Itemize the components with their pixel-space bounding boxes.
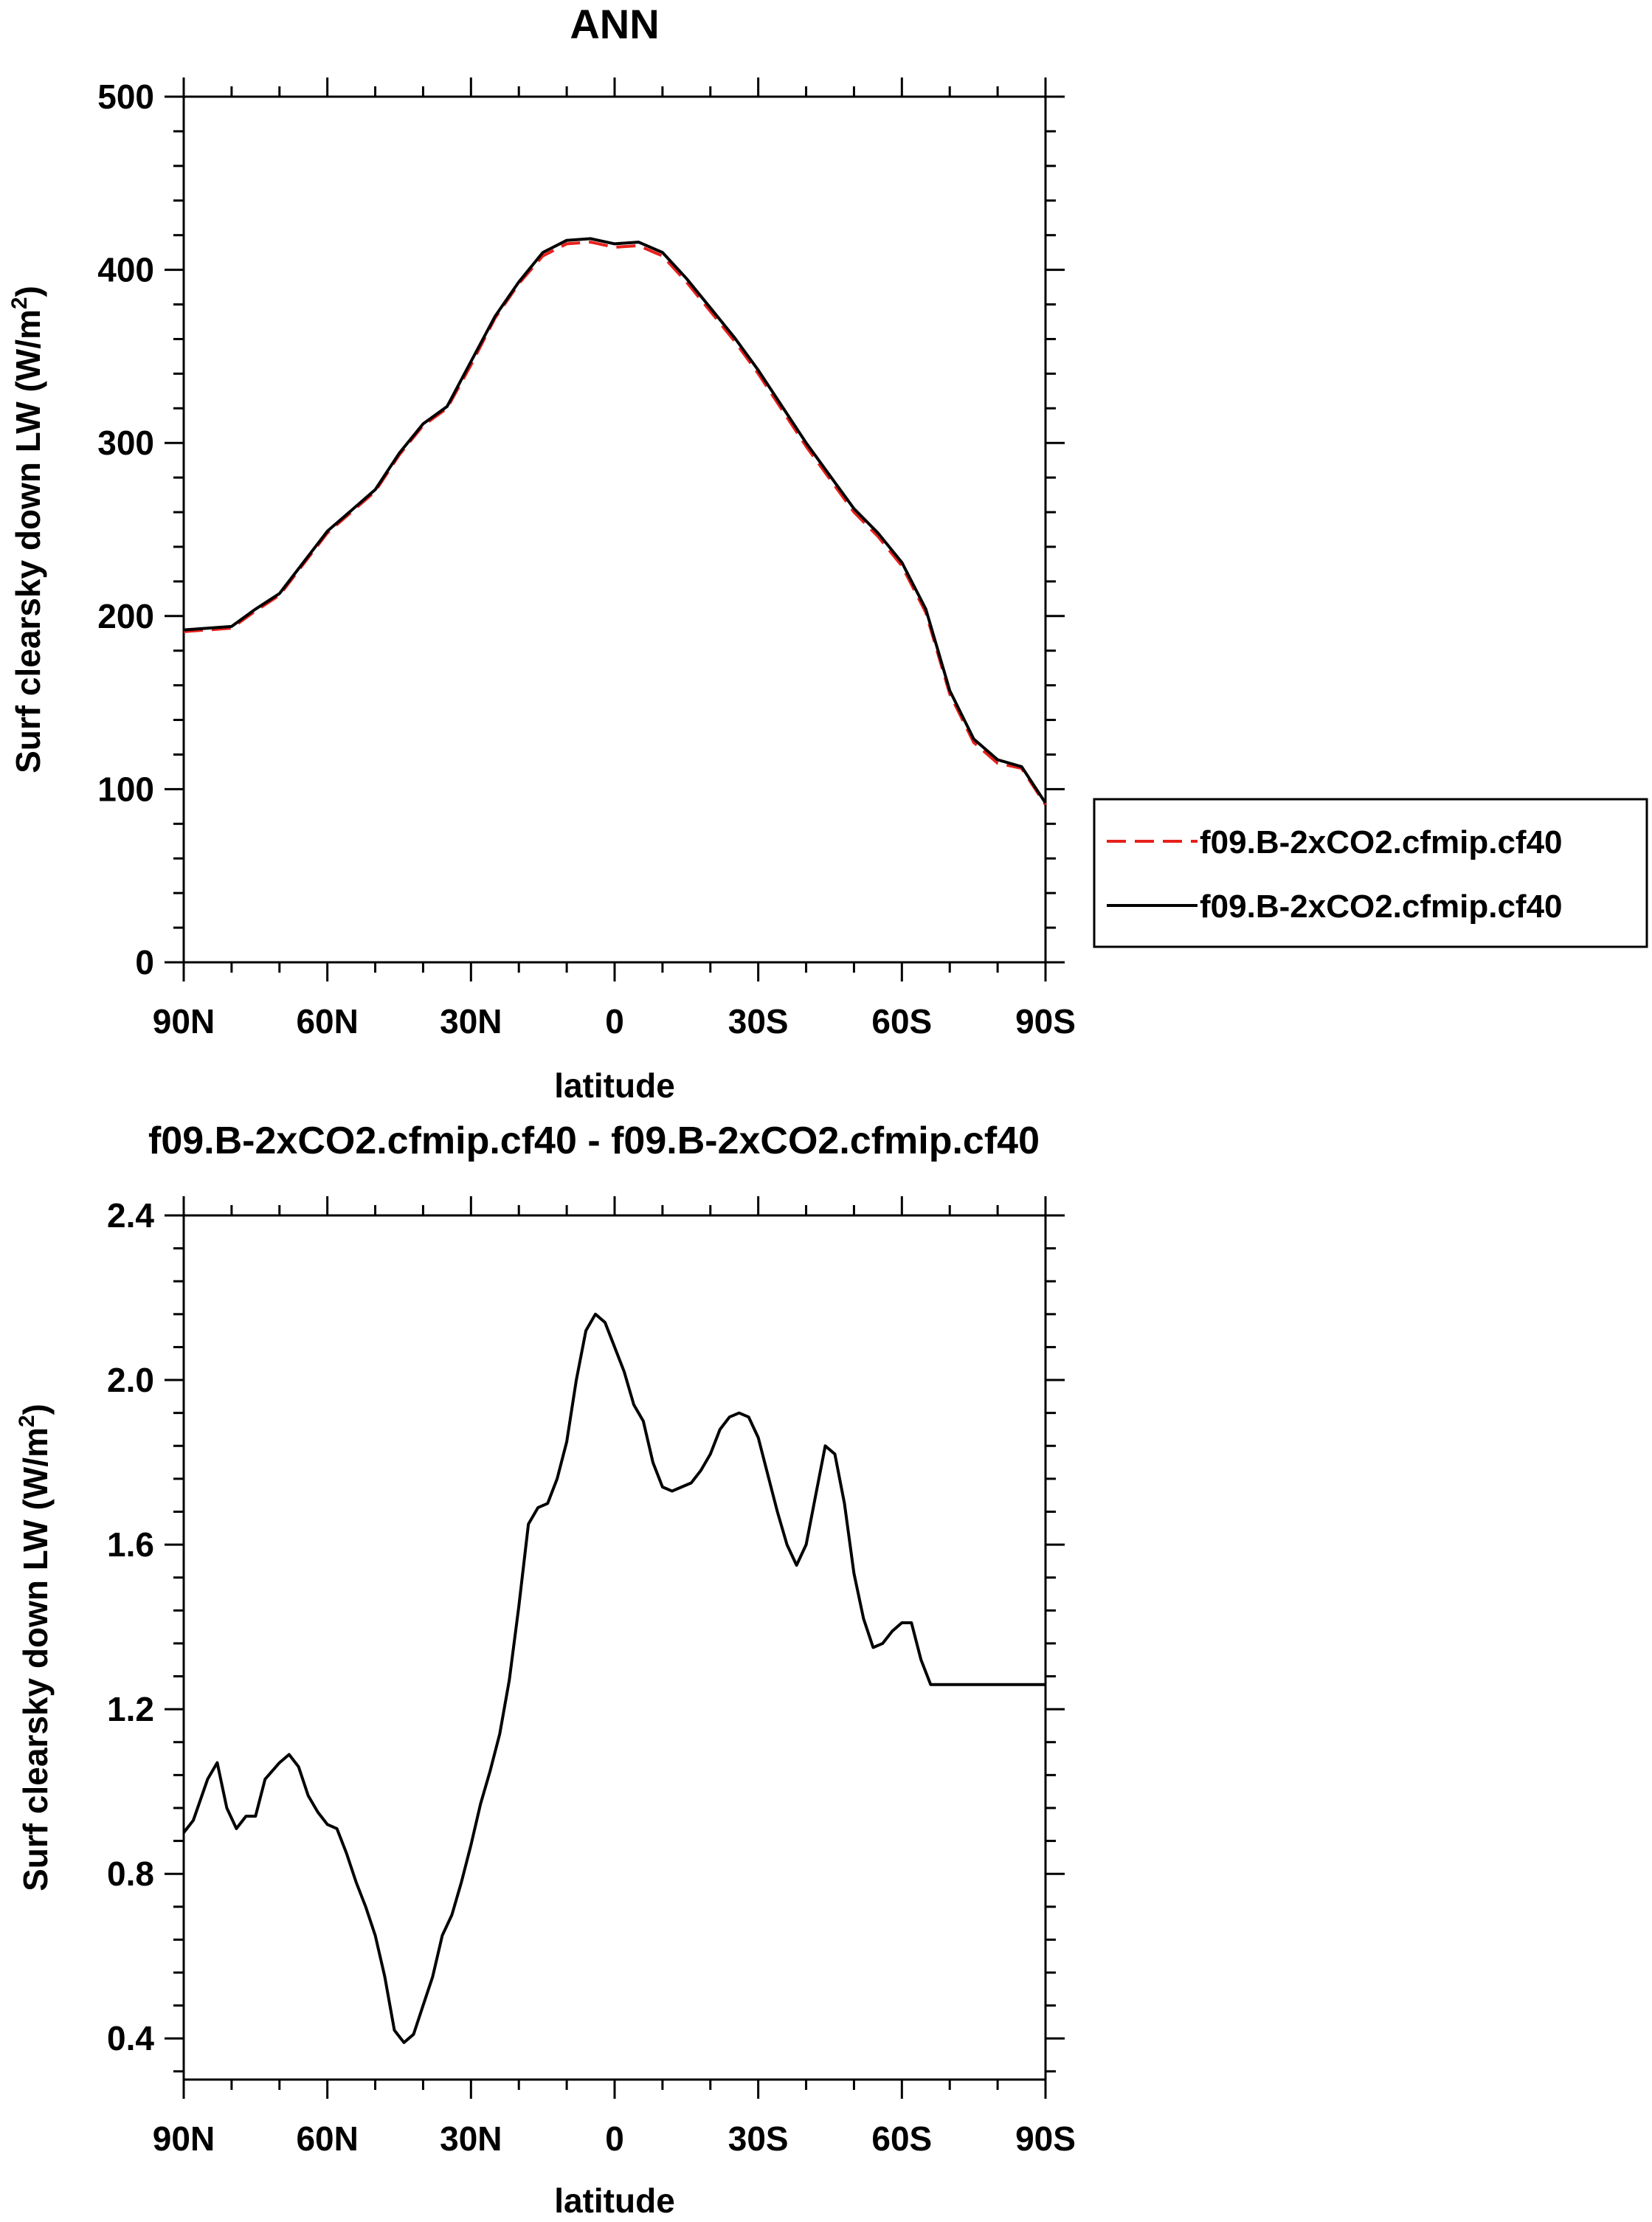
y-axis-label: Surf clearsky down LW (W/m2) [15, 1404, 55, 1891]
y-tick-label: 0 [135, 943, 154, 981]
x-tick-label: 0 [605, 1002, 624, 1041]
plot-frame [182, 95, 1047, 964]
chart-panel-2: f09.B-2xCO2.cfmip.cf40 - f09.B-2xCO2.cfm… [15, 1119, 1076, 2220]
x-tick-label: 30N [440, 2119, 502, 2158]
y-tick-label: 200 [97, 597, 154, 635]
x-tick-label: 30N [440, 1002, 502, 1041]
x-tick-label: 30S [728, 1002, 789, 1041]
series-line-2 [183, 237, 1047, 804]
y-tick-label: 1.6 [107, 1525, 154, 1564]
chart-title: f09.B-2xCO2.cfmip.cf40 - f09.B-2xCO2.cfm… [148, 1119, 1040, 1162]
y-tick-label: 500 [97, 77, 154, 116]
legend: f09.B-2xCO2.cfmip.cf40 f09.B-2xCO2.cfmip.… [1093, 798, 1648, 948]
series-line-1 [183, 241, 1047, 806]
y-tick-label: 400 [97, 251, 154, 289]
y-tick-label: 2.0 [107, 1361, 154, 1399]
x-tick-label: 60N [296, 1002, 358, 1041]
x-tick-label: 0 [605, 2119, 624, 2158]
chart-panel-1: ANN 90N 60N 30N 0 30S 60S 90S 0 100 200 300 400 500 la… [7, 1, 1648, 1105]
y-tick-label: 1.2 [107, 1690, 154, 1728]
series-line-1 [182, 1312, 1046, 2044]
x-tick-label: 60N [296, 2119, 358, 2158]
x-tick-label: 30S [728, 2119, 789, 2158]
y-tick-label: 0.4 [107, 2019, 154, 2057]
chart-title: ANN [570, 1, 659, 47]
legend-label-1: f09.B-2xCO2.cfmip.cf40 [1200, 824, 1563, 860]
x-tick-label: 60S [871, 2119, 932, 2158]
y-tick-label: 300 [97, 424, 154, 462]
x-tick-label: 90S [1015, 2119, 1076, 2158]
legend-box [1093, 798, 1648, 948]
x-tick-label: 90N [153, 1002, 215, 1041]
x-axis-label: latitude [554, 2181, 675, 2220]
y-tick-label: 100 [97, 770, 154, 808]
x-axis-label: latitude [554, 1066, 675, 1105]
x-tick-label: 60S [871, 1002, 932, 1041]
legend-label-2: f09.B-2xCO2.cfmip.cf40 [1200, 889, 1563, 925]
y-axis-label: Surf clearsky down LW (W/m2) [7, 286, 47, 773]
x-tick-label: 90S [1015, 1002, 1076, 1041]
y-tick-label: 0.8 [107, 1854, 154, 1893]
y-tick-label: 2.4 [107, 1196, 154, 1235]
x-tick-label: 90N [153, 2119, 215, 2158]
